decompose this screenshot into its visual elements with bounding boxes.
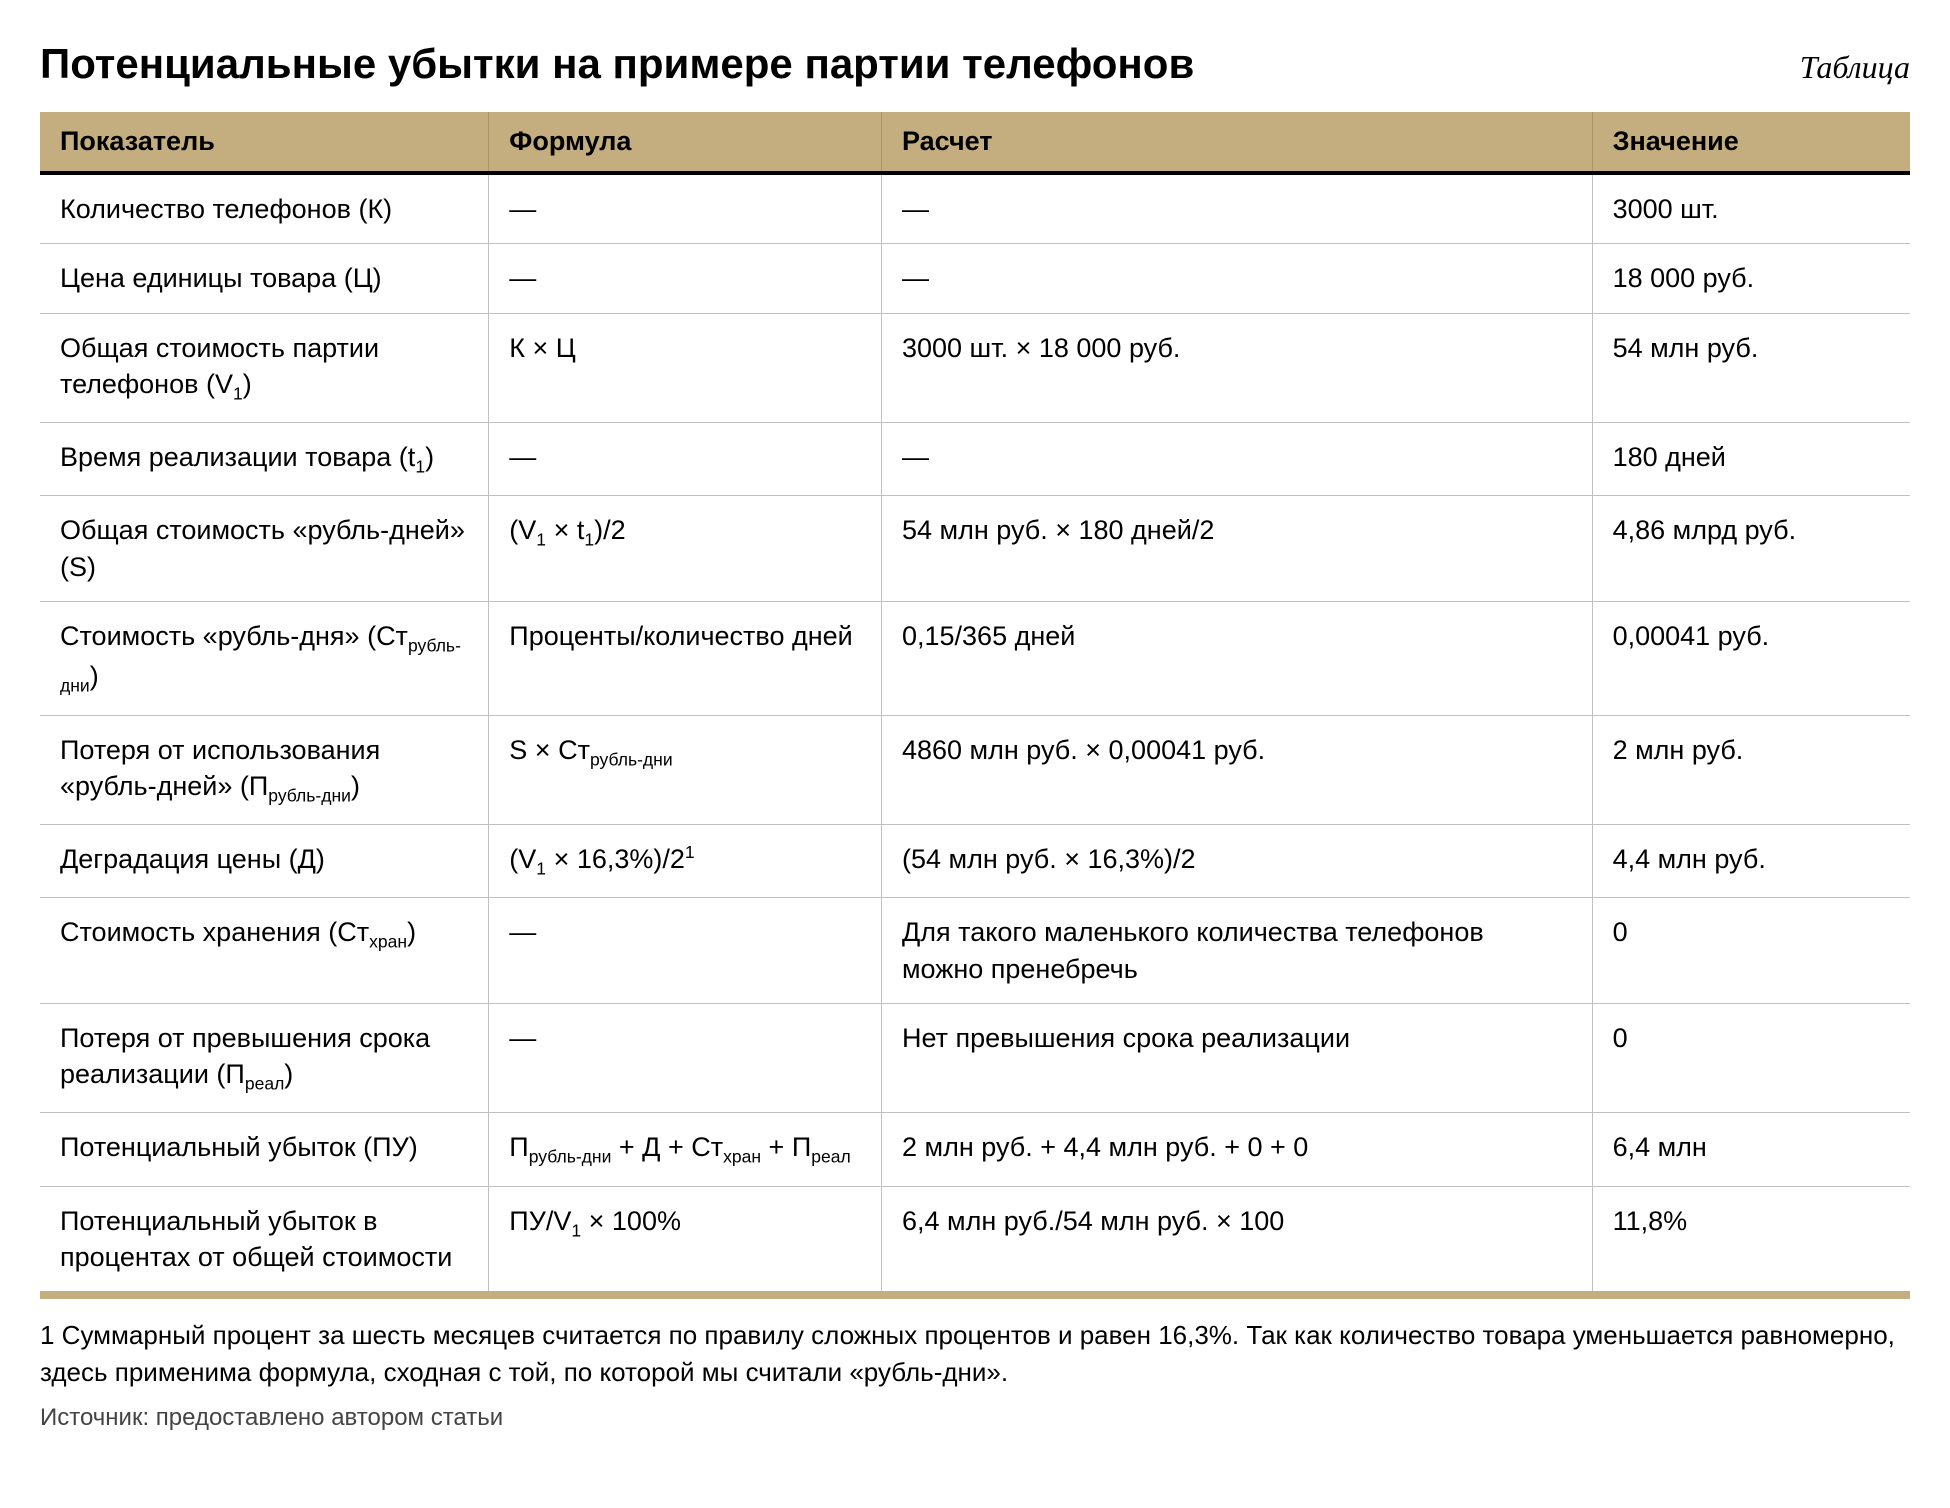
cell-value: 3000 шт. [1592,173,1910,244]
col-header-indicator: Показатель [40,112,489,173]
cell-indicator: Потенциальный убыток (ПУ) [40,1113,489,1186]
cell-indicator: Потеря от использования «рубль-дней» (Пр… [40,715,489,825]
table-row: Потенциальный убыток в процентах от обще… [40,1186,1910,1295]
cell-calc: — [881,173,1592,244]
cell-indicator: Стоимость «рубль-дня» (Струбль-дни) [40,602,489,715]
col-header-calc: Расчет [881,112,1592,173]
cell-calc: 6,4 млн руб./54 млн руб. × 100 [881,1186,1592,1295]
cell-formula: (V1 × t1)/2 [489,496,882,602]
cell-calc: Нет превышения срока реализации [881,1003,1592,1113]
cell-formula: — [489,898,882,1004]
cell-calc: — [881,423,1592,496]
table-row: Количество телефонов (К)——3000 шт. [40,173,1910,244]
cell-formula: — [489,244,882,313]
cell-calc: — [881,244,1592,313]
table-row: Стоимость «рубль-дня» (Струбль-дни)Проце… [40,602,1910,715]
cell-indicator: Деградация цены (Д) [40,825,489,898]
cell-value: 4,86 млрд руб. [1592,496,1910,602]
cell-indicator: Потеря от превышения срока реализации (П… [40,1003,489,1113]
cell-calc: 0,15/365 дней [881,602,1592,715]
cell-value: 18 000 руб. [1592,244,1910,313]
cell-value: 54 млн руб. [1592,313,1910,423]
table-row: Деградация цены (Д)(V1 × 16,3%)/21(54 мл… [40,825,1910,898]
cell-indicator: Время реализации товара (t1) [40,423,489,496]
table-row: Стоимость хранения (Стхран)—Для такого м… [40,898,1910,1004]
header-row: Потенциальные убытки на примере партии т… [40,40,1910,88]
cell-formula: — [489,423,882,496]
cell-formula: Проценты/количество дней [489,602,882,715]
cell-value: 4,4 млн руб. [1592,825,1910,898]
cell-calc: 4860 млн руб. × 0,00041 руб. [881,715,1592,825]
cell-indicator: Количество телефонов (К) [40,173,489,244]
table-header-row: Показатель Формула Расчет Значение [40,112,1910,173]
cell-formula: Прубль-дни + Д + Стхран + Преал [489,1113,882,1186]
cell-formula: — [489,173,882,244]
cell-indicator: Общая стоимость «рубль-дней» (S) [40,496,489,602]
table-row: Цена единицы товара (Ц)——18 000 руб. [40,244,1910,313]
page-title: Потенциальные убытки на примере партии т… [40,40,1194,88]
cell-value: 180 дней [1592,423,1910,496]
cell-formula: — [489,1003,882,1113]
losses-table: Показатель Формула Расчет Значение Колич… [40,112,1910,1299]
table-row: Время реализации товара (t1)——180 дней [40,423,1910,496]
cell-value: 2 млн руб. [1592,715,1910,825]
table-row: Потенциальный убыток (ПУ)Прубль-дни + Д … [40,1113,1910,1186]
cell-calc: 54 млн руб. × 180 дней/2 [881,496,1592,602]
col-header-value: Значение [1592,112,1910,173]
cell-value: 0,00041 руб. [1592,602,1910,715]
cell-value: 0 [1592,898,1910,1004]
source-line: Источник: предоставлено автором статьи [40,1404,1910,1432]
cell-calc: 3000 шт. × 18 000 руб. [881,313,1592,423]
cell-value: 11,8% [1592,1186,1910,1295]
table-body: Количество телефонов (К)——3000 шт.Цена е… [40,173,1910,1295]
footnote: 1 Суммарный процент за шесть месяцев счи… [40,1317,1910,1390]
cell-formula: (V1 × 16,3%)/21 [489,825,882,898]
table-row: Потеря от использования «рубль-дней» (Пр… [40,715,1910,825]
cell-formula: S × Струбль-дни [489,715,882,825]
cell-value: 6,4 млн [1592,1113,1910,1186]
cell-indicator: Цена единицы товара (Ц) [40,244,489,313]
table-row: Общая стоимость партии телефонов (V1)К ×… [40,313,1910,423]
cell-calc: (54 млн руб. × 16,3%)/2 [881,825,1592,898]
cell-indicator: Стоимость хранения (Стхран) [40,898,489,1004]
cell-indicator: Общая стоимость партии телефонов (V1) [40,313,489,423]
table-row: Потеря от превышения срока реализации (П… [40,1003,1910,1113]
cell-value: 0 [1592,1003,1910,1113]
cell-calc: 2 млн руб. + 4,4 млн руб. + 0 + 0 [881,1113,1592,1186]
table-label: Таблица [1800,49,1910,86]
cell-indicator: Потенциальный убыток в процентах от обще… [40,1186,489,1295]
table-row: Общая стоимость «рубль-дней» (S)(V1 × t1… [40,496,1910,602]
cell-formula: ПУ/V1 × 100% [489,1186,882,1295]
cell-calc: Для такого маленького количества телефон… [881,898,1592,1004]
col-header-formula: Формула [489,112,882,173]
cell-formula: К × Ц [489,313,882,423]
